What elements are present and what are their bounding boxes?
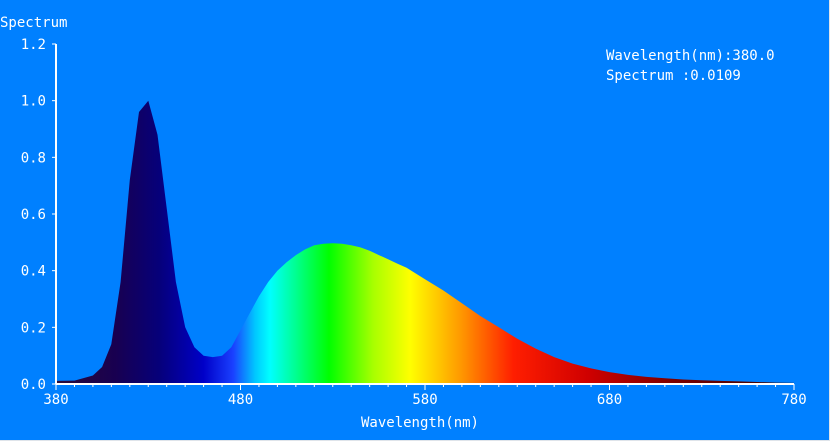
y-tick-label: 0.0 [21, 377, 46, 393]
y-tick-label: 0.4 [21, 264, 46, 280]
x-tick-label: 680 [597, 392, 622, 408]
y-tick-label: 0.2 [21, 320, 46, 336]
spectrum-readout: Spectrum :0.0109 [606, 68, 741, 84]
y-tick-label: 0.8 [21, 150, 46, 166]
wavelength-readout: Wavelength(nm):380.0 [606, 48, 775, 64]
x-tick-label: 780 [781, 392, 806, 408]
spectrum-area [56, 100, 794, 384]
y-tick-label: 1.0 [21, 94, 46, 110]
y-tick-label: 1.2 [21, 37, 46, 53]
x-tick-label: 380 [43, 392, 68, 408]
y-axis-title: Spectrum [0, 15, 67, 31]
x-tick-label: 480 [228, 392, 253, 408]
x-axis-title: Wavelength(nm) [361, 415, 479, 431]
axis-ticks: 0.0 0.2 0.4 0.6 0.8 1.0 1.2 380 480 580 680 780 [21, 37, 807, 408]
x-tick-label: 580 [412, 392, 437, 408]
y-tick-label: 0.6 [21, 207, 46, 223]
